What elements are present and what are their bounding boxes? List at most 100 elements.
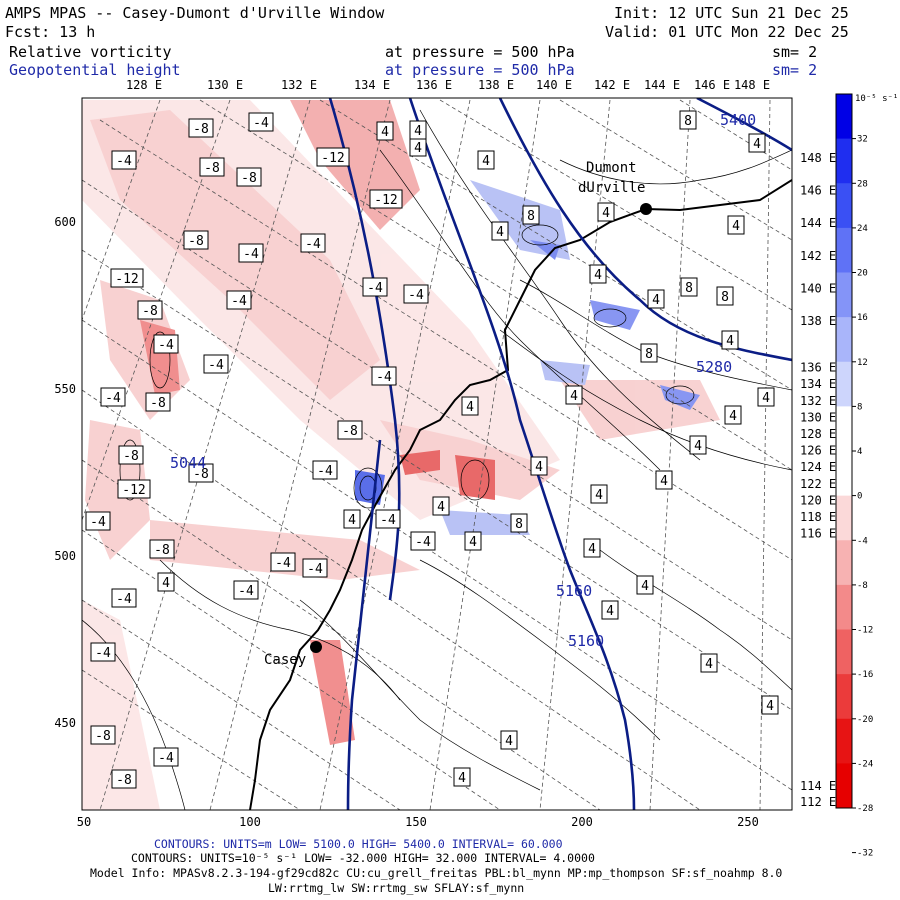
svg-text:4: 4: [458, 771, 466, 786]
svg-text:-4: -4: [376, 370, 392, 385]
vorticity-label: 4: [748, 133, 766, 153]
vorticity-label: -4: [375, 509, 401, 529]
vorticity-label: -4: [226, 290, 252, 310]
vorticity-label: -4: [302, 558, 328, 578]
vorticity-label: -4: [100, 387, 126, 407]
station-casey: [310, 641, 322, 653]
colorbar-swatch: [836, 138, 852, 184]
vorticity-label: -4: [153, 747, 179, 767]
y-tick: 550: [54, 382, 76, 396]
colorbar-label: -8: [857, 581, 868, 591]
vorticity-label: 4: [461, 396, 479, 416]
vorticity-label: 4: [700, 653, 718, 673]
vorticity-label: 4: [491, 221, 509, 241]
vorticity-label: -4: [312, 460, 338, 480]
svg-text:4: 4: [732, 219, 740, 234]
svg-text:4: 4: [570, 389, 578, 404]
svg-text:-8: -8: [188, 234, 204, 249]
station-labels: Dumont dUrville Casey: [264, 160, 645, 668]
svg-text:-12: -12: [115, 272, 138, 287]
svg-text:-8: -8: [123, 449, 139, 464]
colorbar-swatch: [836, 629, 852, 675]
height-label: 5160: [568, 632, 604, 650]
top-lon-label: 138 E: [478, 78, 514, 92]
vorticity-label: 4: [757, 387, 775, 407]
colorbar-label: -4: [857, 536, 868, 546]
x-tick: 50: [77, 815, 91, 829]
colorbar-frame: [835, 93, 853, 809]
top-lon-label: 140 E: [536, 78, 572, 92]
svg-text:4: 4: [535, 460, 543, 475]
footer-model-info: Model Info: MPASv8.2.3-194-gf29cd82c CU:…: [90, 866, 783, 880]
top-lon-label: 130 E: [207, 78, 243, 92]
svg-text:-4: -4: [243, 247, 259, 262]
vorticity-label: -4: [233, 580, 259, 600]
vorticity-label: 8: [716, 286, 734, 306]
footer-physics-info: LW:rrtmg_lw SW:rrtmg_sw SFLAY:sf_mynn: [268, 881, 525, 895]
footer-vorticity-contours: CONTOURS: UNITS=10⁻⁵ s⁻¹ LOW= -32.000 HI…: [131, 851, 595, 865]
right-lon-label: 118 E: [800, 510, 836, 524]
right-lon-label: 142 E: [800, 249, 836, 263]
svg-text:-8: -8: [116, 773, 132, 788]
colorbar-label: 16: [857, 313, 868, 323]
top-lon-label: 146 E: [694, 78, 730, 92]
colorbar-swatch: [836, 718, 852, 764]
colorbar-labels: 32 28 24 20 16 12 8 4 0 -4 -8 -12 -16 -20 -24 -28 -32: [857, 135, 873, 859]
svg-text:-8: -8: [150, 396, 166, 411]
map-frame: [81, 97, 793, 811]
vorticity-label: -4: [90, 642, 116, 662]
vorticity-label: -8: [183, 230, 209, 250]
x-tick: 200: [571, 815, 593, 829]
vorticity-label: 4: [597, 202, 615, 222]
vorticity-label: 4: [432, 496, 450, 516]
svg-text:4: 4: [469, 535, 477, 550]
colorbar-label: 32: [857, 135, 868, 145]
svg-text:-8: -8: [193, 122, 209, 137]
vorticity-label: 4: [157, 572, 175, 592]
colorbar-label: 24: [857, 224, 868, 234]
station-dumont-durville: [640, 203, 652, 215]
svg-text:-4: -4: [317, 464, 333, 479]
vorticity-label: 4: [583, 538, 601, 558]
svg-text:-8: -8: [142, 304, 158, 319]
right-longitude-labels: 148 E 146 E 144 E 142 E 140 E 138 E 136 E 134 E…: [800, 151, 836, 809]
right-lon-label: 144 E: [800, 216, 836, 230]
vorticity-label: -4: [111, 150, 137, 170]
vorticity-label: -12: [316, 147, 350, 167]
vorticity-label: 8: [679, 110, 697, 130]
colorbar-swatch: [836, 183, 852, 229]
vorticity-label: -8: [188, 463, 214, 483]
svg-text:4: 4: [766, 699, 774, 714]
colorbar-label: 0: [857, 492, 862, 502]
right-lon-label: 148 E: [800, 151, 836, 165]
vorticity-label: 4: [409, 137, 427, 157]
colorbar-swatch: [836, 317, 852, 363]
colorbar-label: -28: [857, 804, 873, 814]
svg-text:-4: -4: [158, 338, 174, 353]
y-tick: 450: [54, 716, 76, 730]
colorbar-label: -32: [857, 849, 873, 859]
vorticity-label: -8: [145, 392, 171, 412]
vorticity-label: -12: [110, 268, 144, 288]
vorticity-label: 4: [689, 435, 707, 455]
svg-text:4: 4: [595, 488, 603, 503]
svg-text:-4: -4: [307, 562, 323, 577]
vorticity-labels: -8 -4 -4 -12 -8 -8 -8 -4 -12 -4 -4 -8 -4 -4 -4 -12 -8 -4 -…: [85, 110, 779, 789]
right-lon-label: 140 E: [800, 281, 836, 295]
height-label: 5160: [556, 582, 592, 600]
colorbar-label: 28: [857, 179, 868, 189]
svg-text:-4: -4: [415, 535, 431, 550]
colorbar-unit: 10⁻⁵ s⁻¹: [855, 94, 898, 104]
vorticity-label: -4: [153, 334, 179, 354]
vorticity-label: -4: [203, 354, 229, 374]
height-labels: 5400 5280 5044 5160 5160: [170, 111, 756, 650]
top-lon-label: 132 E: [281, 78, 317, 92]
svg-text:4: 4: [414, 141, 422, 156]
svg-text:-4: -4: [231, 294, 247, 309]
svg-text:4: 4: [606, 604, 614, 619]
vorticity-label: 4: [453, 767, 471, 787]
vorticity-label: -8: [236, 167, 262, 187]
svg-text:-4: -4: [116, 154, 132, 169]
vorticity-label: -4: [362, 277, 388, 297]
